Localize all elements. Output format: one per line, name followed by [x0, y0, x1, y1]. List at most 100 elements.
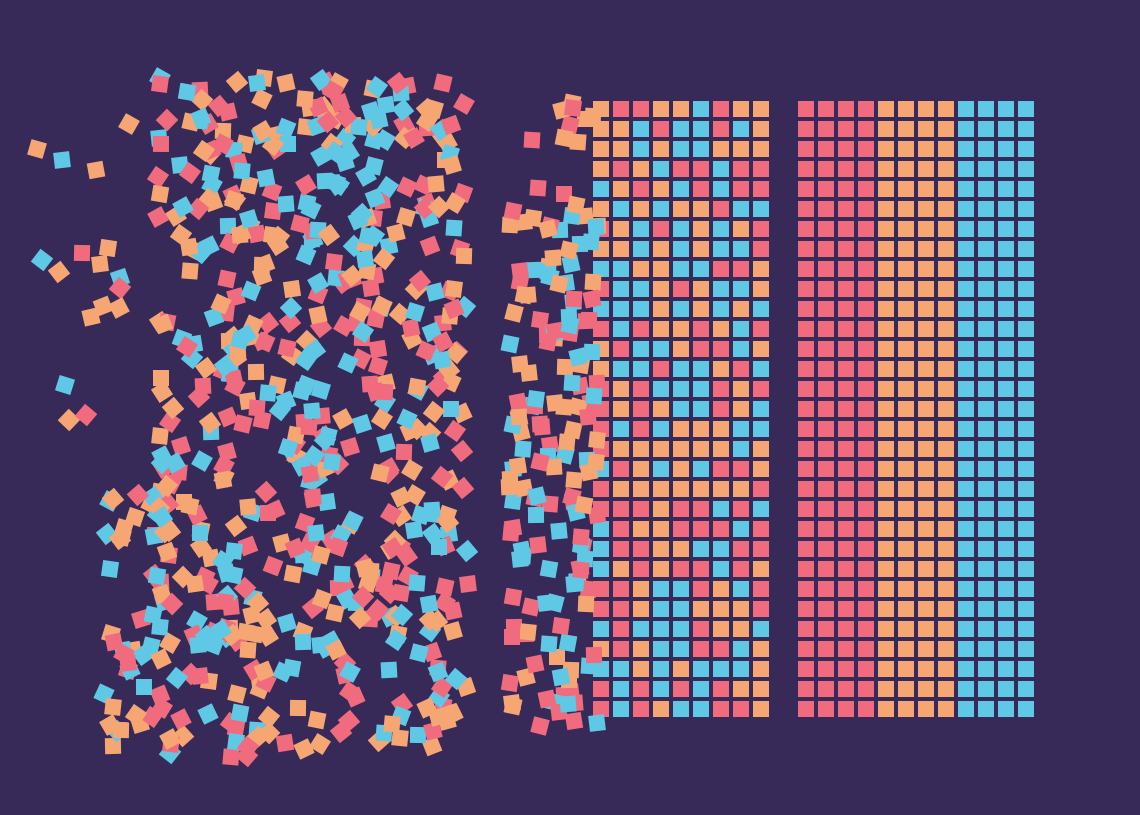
sorted-square	[898, 361, 914, 377]
sorted-square	[838, 661, 854, 677]
sorted-square	[938, 141, 954, 157]
sorted-square	[878, 121, 894, 137]
sorted-square	[958, 141, 974, 157]
sorted-square	[798, 641, 814, 657]
sorted-square	[878, 641, 894, 657]
sorted-square	[838, 281, 854, 297]
grid-square	[753, 121, 769, 137]
scattered-square	[147, 206, 170, 229]
sorted-square	[978, 661, 994, 677]
grid-square	[753, 481, 769, 497]
sorted-square	[898, 481, 914, 497]
sorted-square	[818, 501, 834, 517]
sorted-square	[938, 621, 954, 637]
grid-square	[673, 561, 689, 577]
grid-square	[613, 621, 629, 637]
sorted-square	[798, 461, 814, 477]
sorted-square	[1018, 401, 1034, 417]
sorted-square	[938, 641, 954, 657]
grid-square	[693, 541, 709, 557]
sorted-square	[918, 501, 934, 517]
sorted-square	[878, 201, 894, 217]
grid-square	[713, 661, 729, 677]
grid-square	[653, 321, 669, 337]
sorted-square	[958, 221, 974, 237]
grid-square	[633, 281, 649, 297]
sorted-square	[1018, 181, 1034, 197]
grid-square	[653, 641, 669, 657]
scattered-square	[52, 151, 71, 170]
sorted-square	[938, 481, 954, 497]
scattered-square	[98, 239, 118, 258]
sorted-square	[838, 341, 854, 357]
scattered-square	[294, 633, 311, 651]
scattered-square	[201, 164, 221, 184]
grid-square	[673, 661, 689, 677]
scattered-square	[27, 139, 48, 160]
scattered-square	[152, 136, 169, 153]
grid-square	[633, 181, 649, 197]
sorted-square	[998, 321, 1014, 337]
grid-square	[753, 581, 769, 597]
sorted-square	[1018, 281, 1034, 297]
sorted-square	[958, 561, 974, 577]
loose-square	[539, 559, 559, 579]
grid-square	[593, 361, 609, 377]
grid-square	[693, 321, 709, 337]
sorted-square	[838, 301, 854, 317]
grid-square	[653, 221, 669, 237]
grid-square	[613, 281, 629, 297]
grid-square	[653, 281, 669, 297]
scattered-square	[232, 414, 253, 434]
sorted-square	[998, 661, 1014, 677]
sorted-square	[898, 281, 914, 297]
sorted-square	[918, 661, 934, 677]
grid-square	[753, 621, 769, 637]
sorted-square	[998, 201, 1014, 217]
grid-square	[733, 361, 749, 377]
sorted-square	[858, 241, 874, 257]
sorted-square	[1018, 701, 1034, 717]
sorted-square	[958, 341, 974, 357]
sorted-square	[1018, 161, 1034, 177]
scattered-square	[117, 112, 140, 135]
sorted-square	[878, 261, 894, 277]
grid-square	[693, 121, 709, 137]
sorted-square	[798, 181, 814, 197]
sorted-square	[898, 101, 914, 117]
scattered-square	[306, 523, 325, 542]
sorted-square	[858, 281, 874, 297]
scattered-square	[442, 400, 459, 418]
loose-square	[551, 667, 571, 687]
sorted-square	[918, 321, 934, 337]
grid-square	[613, 581, 629, 597]
scattered-square	[289, 699, 306, 716]
grid-square	[733, 521, 749, 537]
sorted-square	[818, 681, 834, 697]
sorted-square	[898, 461, 914, 477]
scattered-square	[340, 436, 361, 457]
grid-square	[733, 701, 749, 717]
sorted-square	[818, 181, 834, 197]
grid-square	[593, 181, 609, 197]
sorted-square	[998, 181, 1014, 197]
grid-square	[673, 141, 689, 157]
loose-square	[550, 522, 569, 541]
scattered-square	[223, 190, 244, 211]
sorted-square	[1018, 381, 1034, 397]
sorted-square	[878, 621, 894, 637]
grid-square	[633, 561, 649, 577]
scattered-square	[300, 464, 320, 484]
sorted-square	[818, 621, 834, 637]
sorted-square	[858, 681, 874, 697]
grid-square	[693, 341, 709, 357]
grid-square	[613, 501, 629, 517]
grid-square	[633, 261, 649, 277]
grid-square	[713, 421, 729, 437]
sorted-square	[1018, 581, 1034, 597]
sorted-square	[878, 501, 894, 517]
sorted-square	[958, 201, 974, 217]
sorted-square	[798, 661, 814, 677]
sorted-square	[818, 661, 834, 677]
loose-square	[504, 518, 523, 537]
